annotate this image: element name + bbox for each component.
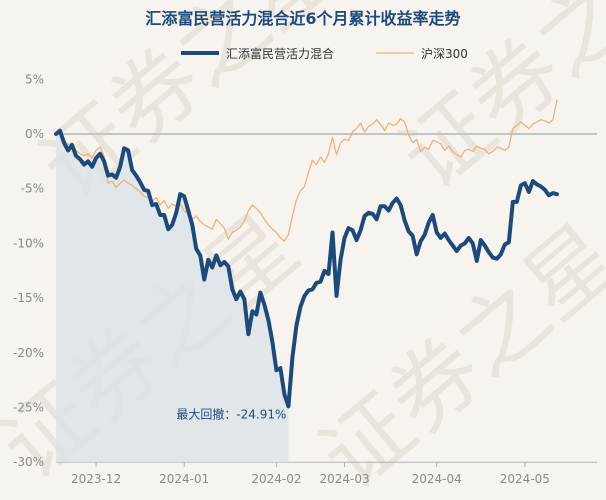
y-tick-label: -30%: [13, 455, 44, 469]
chart-title: 汇添富民营活力混合近6个月累计收益率走势: [145, 9, 460, 28]
series-line-fund: [54, 128, 559, 409]
x-tick-label: 2024-02: [251, 472, 301, 486]
y-tick-label: -5%: [21, 182, 44, 196]
y-tick-label: -10%: [13, 236, 44, 250]
x-axis: 2023-12 2024-01 2024-02 2024-03 2024-04 2024-…: [56, 461, 597, 486]
x-tick-label: 2024-01: [159, 472, 209, 486]
y-tick-label: -25%: [13, 401, 44, 415]
y-tick-label: -20%: [13, 346, 44, 360]
y-tick-label: -15%: [13, 291, 44, 305]
x-tick-label: 2023-12: [71, 472, 121, 486]
series-line-index: [55, 99, 558, 242]
watermark-text: 证券之星: [381, 0, 606, 209]
legend-label-fund: 汇添富民营活力混合: [226, 46, 334, 61]
y-axis: 5% 0% -5% -10% -15% -20% -25% -30%: [13, 72, 597, 469]
legend: 汇添富民营活力混合 沪深300: [181, 46, 468, 61]
x-tick-label: 2024-03: [319, 472, 369, 486]
y-tick-label: 5%: [25, 72, 44, 86]
plot-area: 最大回撤：-24.91%: [54, 99, 559, 463]
x-tick-label: 2024-05: [500, 472, 550, 486]
max-drawdown-area: [56, 130, 289, 463]
y-tick-label: 0%: [25, 127, 44, 141]
x-tick-label: 2024-04: [412, 472, 462, 486]
max-drawdown-label: 最大回撤：-24.91%: [176, 407, 286, 422]
legend-label-index: 沪深300: [421, 47, 468, 61]
